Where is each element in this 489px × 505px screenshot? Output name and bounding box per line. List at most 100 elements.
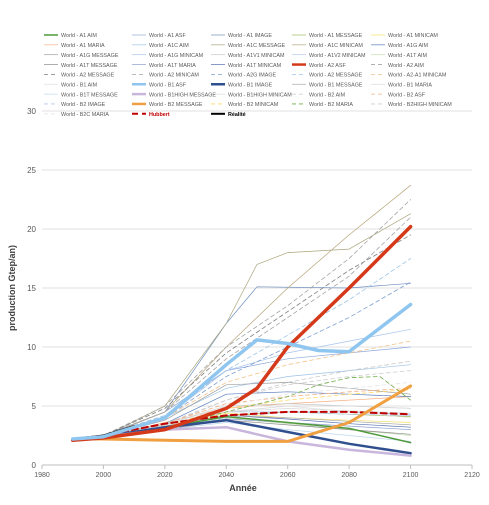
legend-item: World - B2C MARIA — [44, 112, 109, 118]
legend-item: World - B1HIGH MESSAGE — [132, 92, 216, 98]
legend-label: World - B1 MARIA — [388, 82, 432, 88]
legend-item: World - A1G MINICAM — [132, 53, 204, 59]
legend-label: Hubbert — [149, 112, 170, 118]
legend-item: World - B2 IMAGE — [44, 102, 106, 108]
legend-item: World - B2 MINICAM — [211, 102, 279, 108]
legend-label: World - A1T MARIA — [149, 63, 196, 69]
x-tick-label: 2000 — [96, 472, 112, 479]
legend-label: World - A1C AIM — [149, 43, 189, 49]
legend-item: World - A1 IMAGE — [211, 33, 272, 39]
x-tick-label: 2040 — [218, 472, 234, 479]
y-tick-label: 25 — [27, 166, 36, 175]
legend-label: World - A1G MINICAM — [149, 53, 204, 59]
legend-label: World - A1V2 MINICAM — [309, 53, 366, 59]
legend-item: World - B1 MARIA — [371, 82, 432, 88]
legend-label: World - A1T AIM — [388, 53, 428, 59]
legend-item: World - B1 AIM — [44, 82, 98, 88]
legend-item: World - A2 MESSAGE — [44, 73, 115, 79]
x-tick-label: 2020 — [157, 472, 173, 479]
legend-item: World - A1 MARIA — [44, 43, 105, 49]
legend-label: World - B1 IMAGE — [228, 82, 273, 88]
series-line — [72, 346, 411, 440]
legend-item: World - B1 MESSAGE — [292, 82, 363, 88]
series-lines — [70, 184, 413, 457]
legend-label: World - A1G AIM — [388, 43, 429, 49]
legend-label: World - A1C MINICAM — [309, 43, 363, 49]
legend-label: World - A1V1 MINICAM — [228, 53, 285, 59]
x-axis-title: Année — [229, 483, 257, 493]
legend-item: World - A2-A1 MINICAM — [371, 73, 447, 79]
legend-label: World - B1HIGH MESSAGE — [149, 92, 216, 98]
legend-item: World - B2 MESSAGE — [132, 102, 203, 108]
legend-item: World - B1T MESSAGE — [44, 92, 118, 98]
legend-item: World - A1T MINICAM — [211, 63, 282, 69]
y-tick-label: 0 — [32, 461, 37, 470]
legend-label: World - A1 MARIA — [61, 43, 105, 49]
series-line — [72, 184, 411, 440]
legend-item: Réalité — [211, 112, 246, 118]
legend-label: World - A1 AIM — [61, 33, 97, 39]
legend-item: World - B2 MARIA — [292, 102, 353, 108]
legend-item: Hubbert — [132, 112, 170, 118]
legend-item: World - A2 AIM — [371, 63, 424, 69]
legend-item: World - A1 MINICAM — [371, 33, 438, 39]
legend-label: World - B1T MESSAGE — [61, 92, 118, 98]
series-line — [70, 224, 413, 442]
legend-item: World - A1G AIM — [371, 43, 429, 49]
legend-item: World - A1V2 MINICAM — [292, 53, 366, 59]
legend-label: World - B1HIGH MINICAM — [228, 92, 292, 98]
series-line — [70, 302, 413, 441]
legend-label: World - A2-A1 MINICAM — [388, 73, 447, 79]
legend-item: World - B2HIGH MINICAM — [371, 102, 452, 108]
legend-label: World - B2C MARIA — [61, 112, 109, 118]
legend-label: World - A2G IMAGE — [228, 73, 277, 79]
legend-label: World - A2 AIM — [388, 63, 424, 69]
y-tick-label: 5 — [32, 402, 37, 411]
legend-item: World - A1G MESSAGE — [44, 53, 119, 59]
legend-item: World - B1 ASF — [132, 82, 187, 88]
legend-label: World - A1 MESSAGE — [309, 33, 363, 39]
legend-item: World - B2 ASF — [371, 92, 426, 98]
y-axis-title: production Gtep/an) — [7, 245, 17, 331]
legend-label: World - A2 ASF — [309, 63, 346, 69]
legend-label: World - B2 MARIA — [309, 102, 353, 108]
y-tick-label: 20 — [27, 225, 36, 234]
legend-item: World - A1 ASF — [132, 33, 186, 39]
x-tick-label: 1980 — [34, 472, 50, 479]
legend-item: World - A1T AIM — [371, 53, 428, 59]
legend-item: World - A1 MESSAGE — [292, 33, 363, 39]
legend-label: World - A2 MESSAGE — [61, 73, 115, 79]
y-tick-label: 15 — [27, 284, 36, 293]
legend-label: World - B2 ASF — [388, 92, 426, 98]
legend-item: World - A1C AIM — [132, 43, 189, 49]
x-tick-label: 2120 — [464, 472, 480, 479]
legend-label: World - B1 MESSAGE — [309, 82, 363, 88]
legend-label: World - B2 AIM — [309, 92, 346, 98]
legend-item: World - B2 AIM — [292, 92, 346, 98]
legend-item: World - B1HIGH MINICAM — [211, 92, 292, 98]
legend-label: World - A1 MINICAM — [388, 33, 438, 39]
legend-label: World - A1T MINICAM — [228, 63, 282, 69]
y-tick-label: 30 — [27, 107, 36, 116]
legend-label: World - B2 MESSAGE — [149, 102, 203, 108]
legend-item: World - A2 MINICAM — [132, 73, 199, 79]
legend-label: World - A1T MESSAGE — [61, 63, 118, 69]
legend-item: World - A1V1 MINICAM — [211, 53, 285, 59]
legend-item: World - A1C MINICAM — [292, 43, 363, 49]
legend-label: World - B2 IMAGE — [61, 102, 106, 108]
series-line — [72, 199, 412, 440]
legend-item: World - A1C MESSAGE — [211, 43, 286, 49]
legend: World - A1 AIM World - A1 ASF World - A1 I… — [44, 33, 452, 118]
y-tick-label: 10 — [27, 343, 36, 352]
legend-label: World - A1 ASF — [149, 33, 186, 39]
legend-item: World - A1T MARIA — [132, 63, 196, 69]
legend-item: World - A1 AIM — [44, 33, 97, 39]
legend-label: World - B1 AIM — [61, 82, 98, 88]
legend-label: World - A2 MINICAM — [149, 73, 199, 79]
legend-item: World - A2 ASF — [292, 63, 346, 69]
x-tick-label: 2100 — [403, 472, 419, 479]
legend-label: World - A1 IMAGE — [228, 33, 272, 39]
legend-label: World - B2HIGH MINICAM — [388, 102, 452, 108]
legend-item: World - B1 IMAGE — [211, 82, 273, 88]
